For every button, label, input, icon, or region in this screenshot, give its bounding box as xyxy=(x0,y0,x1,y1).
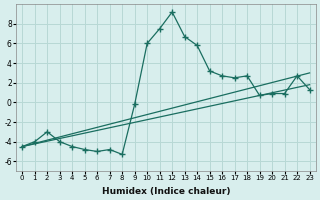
X-axis label: Humidex (Indice chaleur): Humidex (Indice chaleur) xyxy=(102,187,230,196)
